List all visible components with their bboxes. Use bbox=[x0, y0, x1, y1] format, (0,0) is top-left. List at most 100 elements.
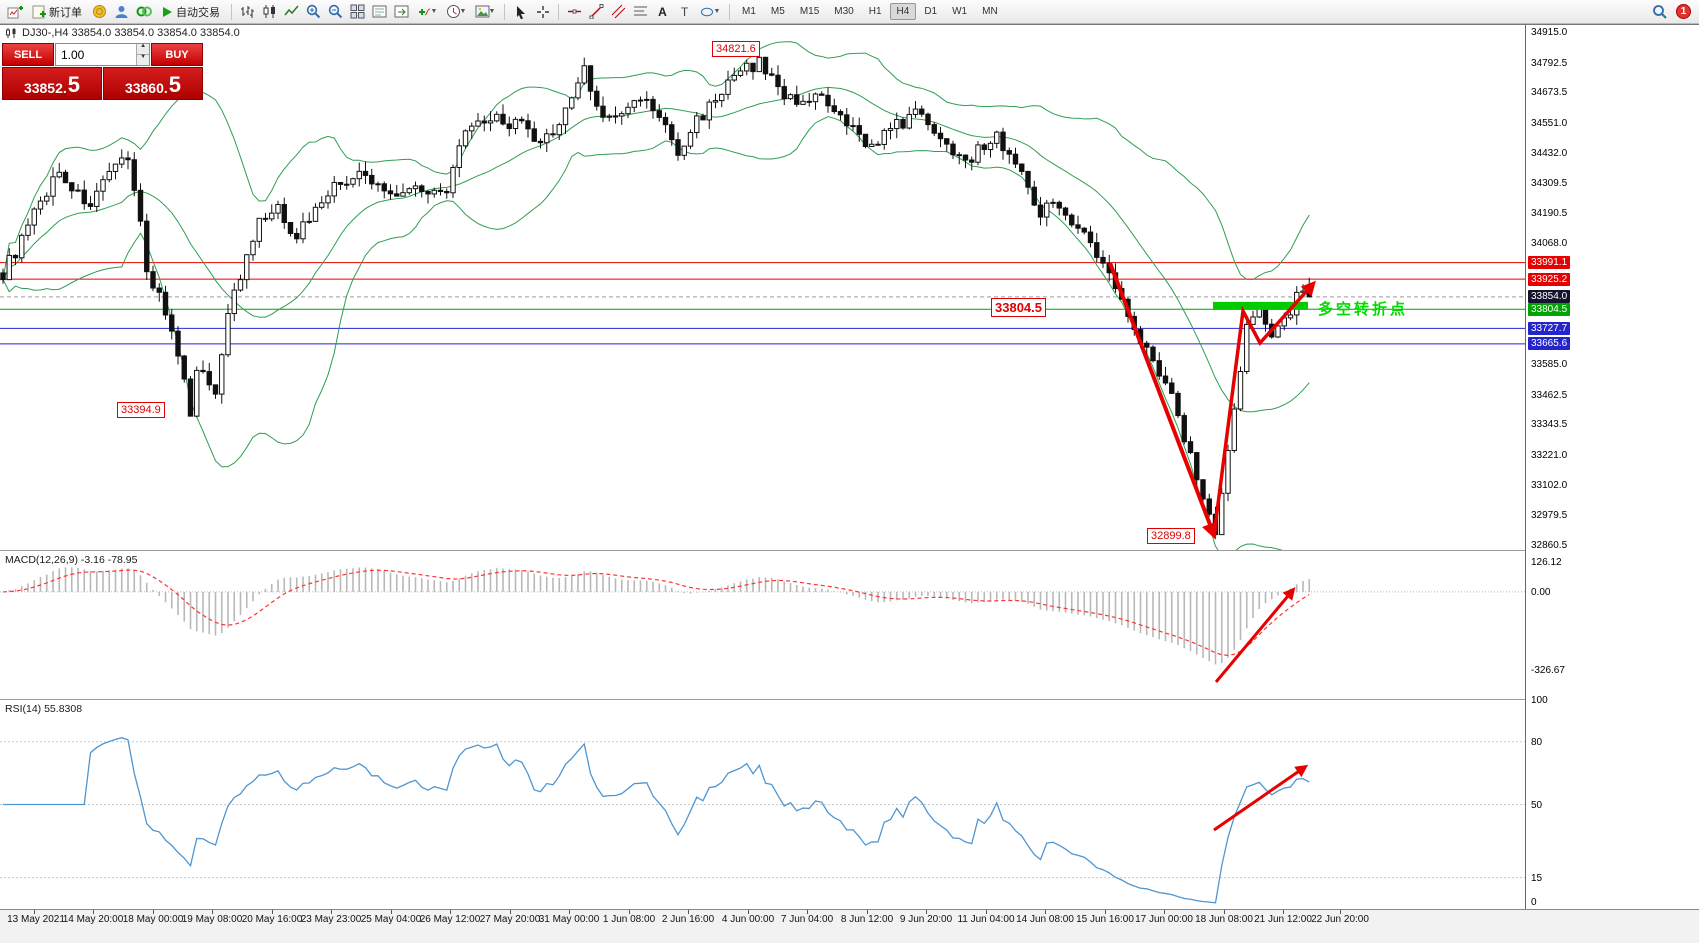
candles-chart-type-icon[interactable] bbox=[259, 2, 280, 22]
price-tick: 33585.0 bbox=[1531, 359, 1568, 371]
zoom-in-icon[interactable] bbox=[303, 2, 324, 22]
price-tick: 33343.5 bbox=[1531, 419, 1568, 431]
volume-down-button[interactable]: ▼ bbox=[137, 54, 149, 65]
macd-arrow bbox=[1214, 587, 1296, 683]
time-tick bbox=[153, 910, 154, 914]
candles bbox=[0, 55, 1312, 536]
toolbar-divider bbox=[558, 3, 559, 20]
time-label: 13 May 2021 bbox=[7, 914, 65, 925]
line-chart-type-icon[interactable] bbox=[281, 2, 302, 22]
price-tick: 34792.5 bbox=[1531, 57, 1568, 69]
volume-up-button[interactable]: ▲ bbox=[137, 43, 149, 55]
time-tick bbox=[867, 910, 868, 914]
shapes-icon[interactable]: ▼ bbox=[696, 2, 724, 22]
time-label: 7 Jun 04:00 bbox=[780, 914, 834, 925]
market-icon[interactable] bbox=[89, 2, 110, 22]
profile-icon[interactable] bbox=[111, 2, 132, 22]
community-icon[interactable] bbox=[133, 2, 154, 22]
zoom-out-icon[interactable] bbox=[325, 2, 346, 22]
price-level-badge: 33804.5 bbox=[1528, 302, 1571, 316]
sell-button[interactable]: SELL bbox=[2, 43, 54, 66]
time-tick bbox=[688, 910, 689, 914]
price-tick: 33102.0 bbox=[1531, 479, 1568, 491]
time-label: 23 May 23:00 bbox=[300, 914, 362, 925]
time-tick bbox=[212, 910, 213, 914]
rsi-label: RSI(14) 55.8308 bbox=[5, 703, 83, 715]
templates-icon[interactable]: ▼ bbox=[471, 2, 499, 22]
toolbar-divider bbox=[231, 3, 232, 20]
price-annotation-tag[interactable]: 33804.5 bbox=[991, 298, 1046, 317]
periods-icon[interactable]: ▼ bbox=[442, 2, 470, 22]
search-icon[interactable] bbox=[1649, 2, 1670, 22]
time-label: 18 Jun 08:00 bbox=[1195, 914, 1253, 925]
price-tick: 34551.0 bbox=[1531, 117, 1568, 129]
time-tick bbox=[1340, 910, 1341, 914]
macd-scale-tick: 126.12 bbox=[1531, 556, 1562, 568]
fibonacci-icon[interactable] bbox=[630, 2, 651, 22]
rsi-scale-tick: 15 bbox=[1531, 872, 1543, 884]
indicators-icon[interactable]: ▼ bbox=[413, 2, 441, 22]
label-tool-icon[interactable]: T bbox=[680, 4, 689, 19]
pane-divider[interactable] bbox=[0, 699, 1699, 700]
new-chart-icon[interactable] bbox=[4, 2, 25, 22]
timeframe-m30[interactable]: M30 bbox=[834, 6, 854, 17]
new-order-button[interactable]: 新订单 bbox=[26, 2, 88, 22]
time-tick bbox=[569, 910, 570, 914]
text-tool-icon[interactable]: A bbox=[658, 4, 667, 19]
time-tick bbox=[1164, 910, 1165, 914]
crosshair-icon[interactable] bbox=[532, 2, 553, 22]
time-tick bbox=[1105, 910, 1106, 914]
price-level-badge: 33727.7 bbox=[1528, 321, 1571, 335]
macd-signal-line bbox=[2, 569, 1310, 656]
timeframe-m1[interactable]: M1 bbox=[742, 6, 756, 17]
time-axis[interactable]: 13 May 2021 14 May 20:00 18 May 00:00 19 Ma… bbox=[0, 909, 1699, 943]
chart-shift-icon[interactable] bbox=[391, 2, 412, 22]
timeframe-m15[interactable]: M15 bbox=[799, 6, 820, 17]
buy-button[interactable]: BUY bbox=[151, 43, 203, 66]
price-annotation-tag[interactable]: 32899.8 bbox=[1147, 528, 1195, 544]
chart-window: DJ30-,H4 33854.0 33854.0 33854.0 33854.0… bbox=[0, 24, 1699, 943]
volume-input[interactable] bbox=[56, 44, 137, 65]
pane-divider[interactable] bbox=[0, 550, 1699, 551]
buy-price[interactable]: 33860. 5 bbox=[103, 67, 203, 100]
rsi-pane[interactable] bbox=[0, 700, 1525, 909]
price-annotation-tag[interactable]: 34821.6 bbox=[712, 41, 760, 57]
timeframe-d1[interactable]: D1 bbox=[924, 6, 938, 17]
timeframe-m5[interactable]: M5 bbox=[770, 6, 785, 17]
bars-chart-type-icon[interactable] bbox=[237, 2, 258, 22]
timeframe-mn[interactable]: MN bbox=[982, 6, 998, 17]
timeframe-w1[interactable]: W1 bbox=[952, 6, 968, 17]
macd-pane[interactable] bbox=[0, 551, 1525, 699]
time-label: 21 Jun 12:00 bbox=[1254, 914, 1312, 925]
horizontal-line-icon[interactable] bbox=[564, 2, 585, 22]
sell-price-main: 33852. bbox=[23, 80, 67, 96]
chart-list-icon[interactable] bbox=[369, 2, 390, 22]
channel-icon[interactable] bbox=[608, 2, 629, 22]
rsi-scale-tick: 100 bbox=[1531, 695, 1548, 706]
price-level-badge: 33925.2 bbox=[1528, 272, 1571, 286]
time-tick bbox=[93, 910, 94, 914]
timeframe-h1[interactable]: H1 bbox=[868, 6, 882, 17]
timeframe-h4[interactable]: H4 bbox=[889, 3, 917, 20]
cursor-icon[interactable] bbox=[510, 2, 531, 22]
symbol-icon bbox=[6, 28, 16, 38]
time-label: 31 May 00:00 bbox=[538, 914, 600, 925]
trendline-icon[interactable] bbox=[586, 2, 607, 22]
time-tick bbox=[1224, 910, 1225, 914]
main-chart-pane[interactable] bbox=[0, 25, 1525, 550]
price-scale[interactable]: 34915.0 34792.5 34673.5 34551.0 34432.0 34309… bbox=[1525, 25, 1699, 909]
rsi-scale-tick: 50 bbox=[1531, 799, 1543, 811]
time-tick bbox=[926, 910, 927, 914]
turning-point-label[interactable]: 多空转折点 bbox=[1318, 301, 1409, 318]
price-annotation-tag[interactable]: 33394.9 bbox=[117, 402, 165, 418]
notification-badge[interactable]: 1 bbox=[1676, 4, 1691, 19]
autotrading-button[interactable]: 自动交易 bbox=[155, 2, 226, 22]
tile-windows-icon[interactable] bbox=[347, 2, 368, 22]
trend-arrow bbox=[1212, 280, 1316, 536]
chevron-down-icon: ▼ bbox=[713, 8, 721, 15]
price-tick: 34068.0 bbox=[1531, 238, 1568, 250]
time-label: 20 May 16:00 bbox=[241, 914, 303, 925]
chevron-down-icon: ▼ bbox=[459, 8, 467, 15]
time-tick bbox=[272, 910, 273, 914]
sell-price[interactable]: 33852. 5 bbox=[2, 67, 102, 100]
